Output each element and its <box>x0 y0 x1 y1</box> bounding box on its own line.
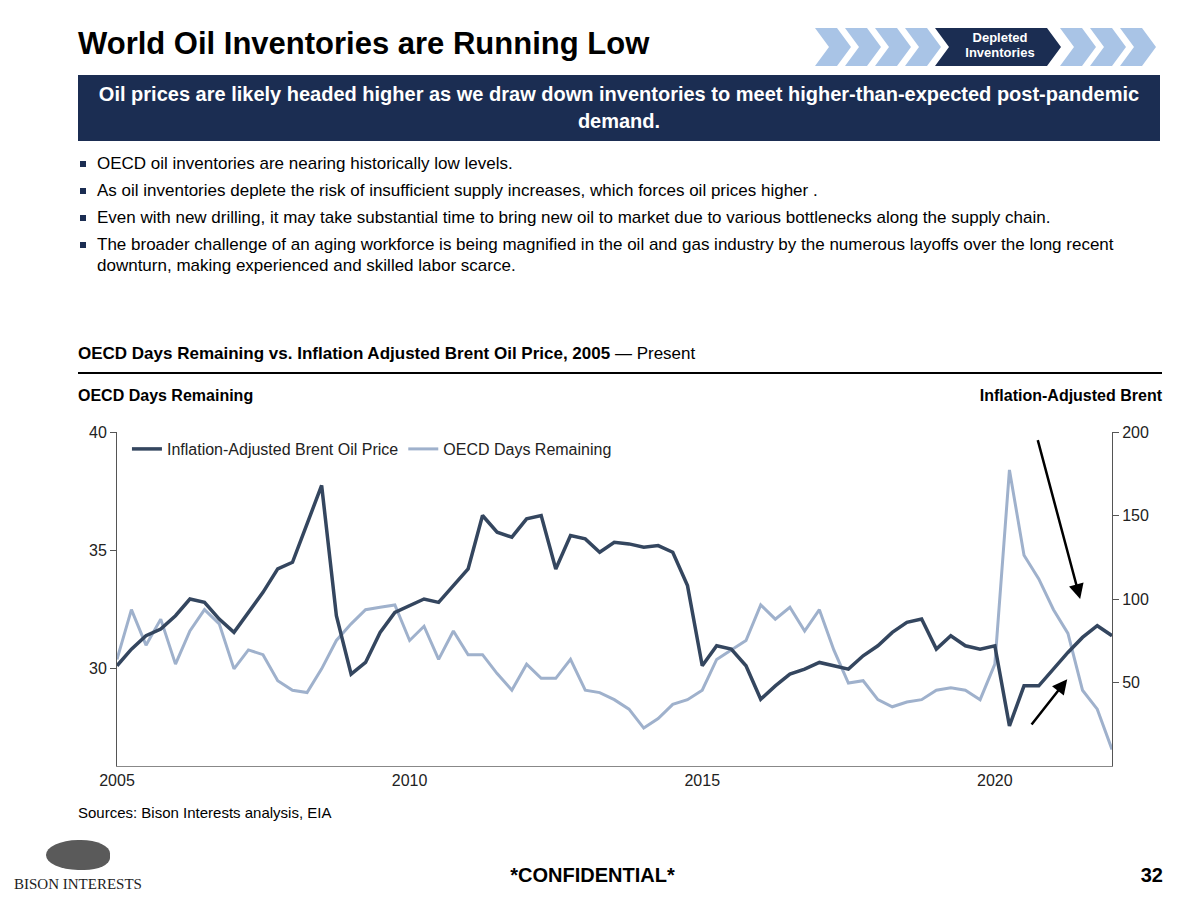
html-text:Sources: Bison Interests analy: Sources: Bison Interests analysis, EIA <box>78 804 332 821</box>
svg-text:100: 100 <box>1122 591 1149 608</box>
svg-text:30: 30 <box>89 660 107 677</box>
svg-text:150: 150 <box>1122 507 1149 524</box>
html-text:The broader challenge of an ag: The broader challenge of an aging workfo… <box>97 235 1114 275</box>
html-text:OECD Days Remaining vs. Inflat: OECD Days Remaining vs. Inflation Adjust… <box>78 344 696 363</box>
svg-text:2010: 2010 <box>392 772 428 789</box>
svg-text:40: 40 <box>89 424 107 441</box>
svg-text:Inflation-Adjusted Brent Oil P: Inflation-Adjusted Brent Oil Price <box>167 441 398 458</box>
svg-text:2020: 2020 <box>977 772 1013 789</box>
svg-text:Depleted: Depleted <box>973 30 1028 45</box>
svg-text:50: 50 <box>1122 674 1140 691</box>
svg-text:OECD Days Remaining: OECD Days Remaining <box>443 441 611 458</box>
html-text:BISON INTERESTS: BISON INTERESTS <box>14 876 142 892</box>
html-text:Oil prices are likely headed h: Oil prices are likely headed higher as w… <box>98 83 1140 132</box>
svg-text:200: 200 <box>1122 424 1149 441</box>
html-text:OECD Days Remaining: OECD Days Remaining <box>78 387 254 404</box>
svg-text:2015: 2015 <box>684 772 720 789</box>
html-text:OECD oil inventories are neari: OECD oil inventories are nearing histori… <box>97 154 513 173</box>
html-text:*CONFIDENTIAL*: *CONFIDENTIAL* <box>510 864 675 886</box>
svg-text:Inventories: Inventories <box>965 45 1034 60</box>
html-text:32: 32 <box>1140 864 1163 886</box>
html-text:Even with new drilling, it may: Even with new drilling, it may take subs… <box>97 208 1051 227</box>
html-text:World Oil Inventories are Runn: World Oil Inventories are Running Low <box>78 26 650 61</box>
svg-text:35: 35 <box>89 542 107 559</box>
html-text:As oil inventories deplete the: As oil inventories deplete the risk of i… <box>97 181 818 200</box>
svg-text:2005: 2005 <box>99 772 135 789</box>
html-text:Inflation-Adjusted Brent: Inflation-Adjusted Brent <box>979 387 1162 404</box>
